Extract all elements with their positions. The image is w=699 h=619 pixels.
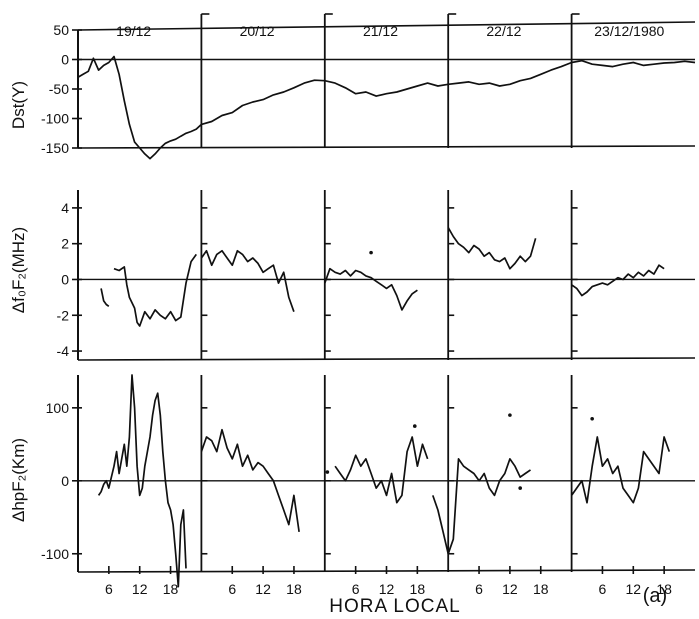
x-tick-label: 18 — [656, 581, 672, 597]
fof2-series-line — [571, 264, 665, 297]
x-tick-label: 12 — [502, 581, 518, 597]
x-tick-label: 6 — [228, 581, 236, 597]
x-tick-label: 18 — [286, 581, 302, 597]
hpf2-series-line — [570, 436, 671, 504]
hpf2-series-line — [431, 458, 531, 555]
hpf2-panel: 100 0 -100 6 12 18 6 12 18 6 12 18 6 12 18 6 12 18 — [41, 374, 696, 597]
x-tick-label: 6 — [599, 581, 607, 597]
fof2-y-tick-label: -4 — [57, 343, 70, 359]
day-label: 20/12 — [240, 23, 275, 39]
fof2-series-line — [200, 249, 295, 312]
dst-y-tick-label: -100 — [41, 111, 69, 127]
dst-y-tick-label: 50 — [53, 22, 69, 38]
dst-bottom-axis — [77, 145, 696, 149]
fof2-data-point — [369, 250, 373, 255]
dst-y-axis-label: Dst(Y) — [9, 81, 28, 129]
day-label: 23/12/1980 — [594, 23, 664, 39]
fof2-series-line — [100, 288, 110, 307]
hpf2-y-tick-label: 100 — [46, 400, 70, 416]
fof2-y-tick-label: 4 — [61, 200, 69, 216]
hpf2-data-point — [325, 470, 330, 474]
x-tick-label: 6 — [105, 581, 113, 597]
x-tick-label: 12 — [255, 581, 271, 597]
dst-series-line — [77, 55, 696, 160]
fof2-y-tick-label: 2 — [61, 236, 69, 252]
day-label: 19/12 — [116, 23, 151, 39]
x-tick-label: 18 — [410, 581, 426, 597]
x-tick-label: 6 — [475, 581, 483, 597]
panel-letter: (a) — [643, 585, 667, 607]
x-tick-label: 12 — [132, 581, 148, 597]
fof2-y-axis-label: Δf₀F₂(MHz) — [9, 227, 28, 313]
day-label: 21/12 — [363, 23, 398, 39]
x-axis-title: HORA LOCAL — [329, 596, 460, 617]
hpf2-series-line — [200, 428, 300, 533]
dst-panel: 50 0 -50 -100 -150 19/12 20/12 21/12 22/12 23/12/… — [41, 13, 696, 160]
x-tick-label: 18 — [533, 581, 549, 597]
hpf2-series-line — [334, 436, 429, 504]
day-label: 22/12 — [486, 23, 521, 39]
hpf2-y-axis-label: ΔhpF₂(Km) — [9, 438, 28, 522]
dst-y-tick-label: -150 — [41, 140, 69, 156]
x-tick-label: 12 — [379, 581, 395, 597]
hpf2-y-tick-label: 0 — [61, 473, 69, 489]
hpf2-data-point — [590, 416, 594, 421]
x-tick-label: 12 — [626, 581, 642, 597]
fof2-series-line — [323, 267, 418, 311]
dst-top-border — [77, 21, 696, 31]
hpf2-data-point — [508, 413, 512, 417]
fof2-panel: 4 2 0 -2 -4 — [57, 190, 696, 361]
hpf2-data-point — [412, 424, 417, 428]
fof2-y-tick-label: -2 — [57, 307, 70, 323]
x-tick-label: 18 — [163, 581, 179, 597]
fof2-bottom-axis — [77, 357, 696, 361]
hpf2-series-line — [97, 374, 187, 588]
dst-y-tick-label: -50 — [49, 81, 69, 97]
fof2-series-line — [113, 253, 197, 327]
hpf2-y-tick-label: -100 — [41, 546, 69, 562]
fof2-series-line — [447, 227, 537, 270]
fof2-y-tick-label: 0 — [61, 271, 69, 287]
x-tick-label: 6 — [352, 581, 360, 597]
hpf2-data-point — [518, 486, 522, 490]
dst-y-tick-label: 0 — [61, 52, 69, 68]
